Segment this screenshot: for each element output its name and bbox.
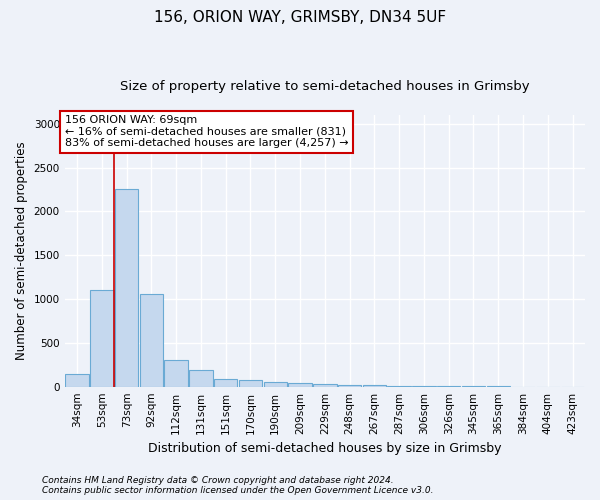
Bar — [140, 294, 163, 386]
Bar — [263, 382, 287, 386]
Y-axis label: Number of semi-detached properties: Number of semi-detached properties — [15, 142, 28, 360]
Bar — [189, 370, 213, 386]
Bar — [313, 384, 337, 386]
Text: 156 ORION WAY: 69sqm
← 16% of semi-detached houses are smaller (831)
83% of semi: 156 ORION WAY: 69sqm ← 16% of semi-detac… — [65, 115, 348, 148]
X-axis label: Distribution of semi-detached houses by size in Grimsby: Distribution of semi-detached houses by … — [148, 442, 502, 455]
Bar — [288, 383, 312, 386]
Bar — [65, 374, 89, 386]
Text: 156, ORION WAY, GRIMSBY, DN34 5UF: 156, ORION WAY, GRIMSBY, DN34 5UF — [154, 10, 446, 25]
Text: Contains HM Land Registry data © Crown copyright and database right 2024.
Contai: Contains HM Land Registry data © Crown c… — [42, 476, 433, 495]
Bar — [90, 290, 113, 386]
Bar — [164, 360, 188, 386]
Bar — [115, 190, 139, 386]
Bar — [239, 380, 262, 386]
Bar — [214, 379, 238, 386]
Bar — [338, 385, 361, 386]
Title: Size of property relative to semi-detached houses in Grimsby: Size of property relative to semi-detach… — [120, 80, 530, 93]
